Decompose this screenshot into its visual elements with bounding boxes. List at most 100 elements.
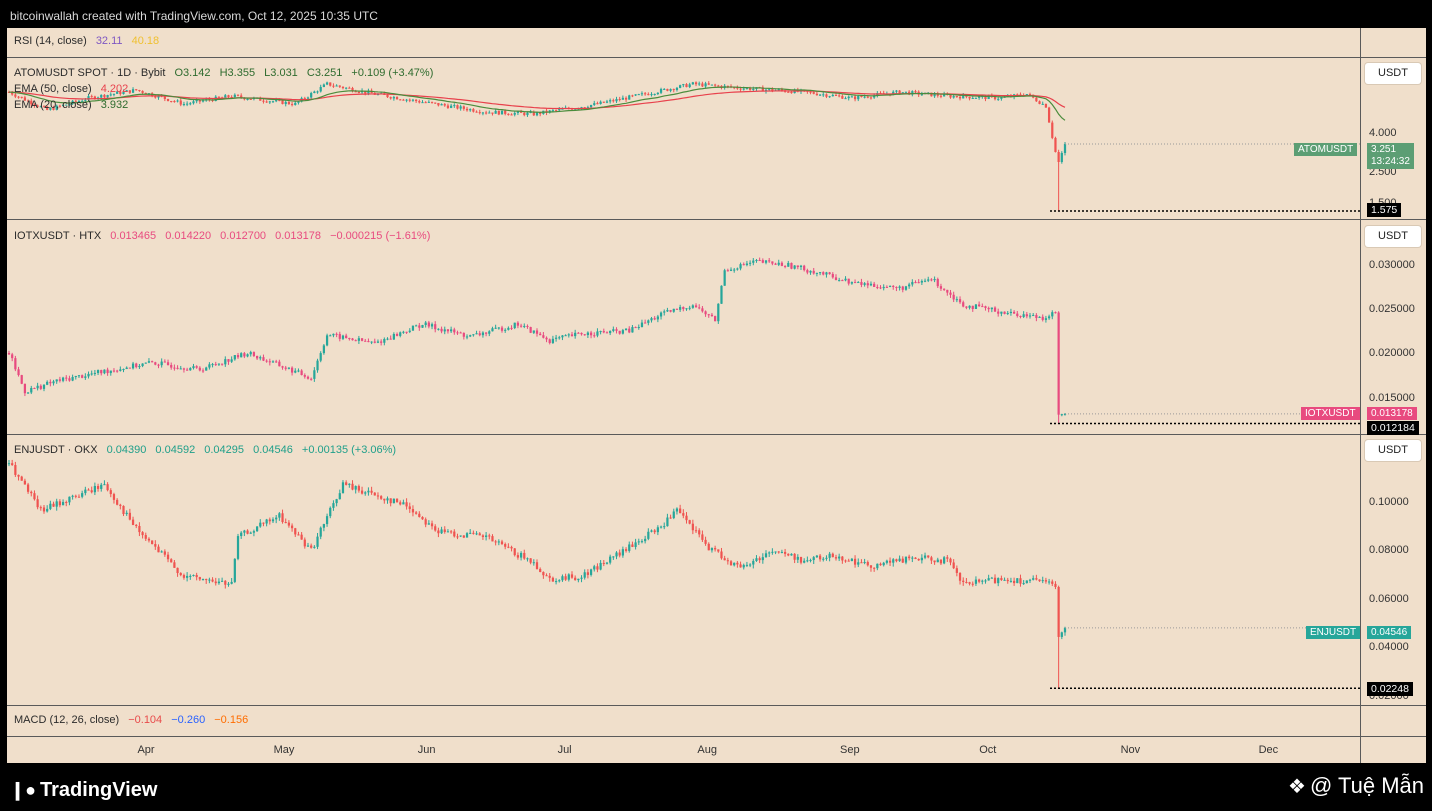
candle-body (52, 107, 55, 110)
enj-unit-button[interactable]: USDT (1365, 440, 1421, 461)
candle-body (828, 553, 831, 558)
candle-body (33, 493, 36, 500)
candle-body (618, 98, 621, 100)
rsi-legend[interactable]: RSI (14, close) 32.11 40.18 (14, 35, 165, 47)
candle-body (923, 280, 927, 282)
candle-body (685, 515, 688, 521)
candle-body (529, 558, 532, 563)
candle-body (357, 338, 360, 341)
candle-body (395, 498, 399, 503)
candle-body (322, 84, 326, 87)
candle-body (240, 95, 243, 98)
candle-body (211, 364, 214, 366)
atom-unit-button[interactable]: USDT (1365, 63, 1421, 84)
iotx-unit-button[interactable]: USDT (1365, 226, 1421, 247)
candle-body (647, 531, 650, 539)
candle-body (224, 95, 227, 98)
candle-body (615, 98, 618, 102)
candle-body (246, 354, 249, 357)
tradingview-logo-text: TradingView (39, 779, 158, 801)
candle-body (1063, 627, 1067, 633)
candle-body (380, 496, 383, 499)
iotx-legend[interactable]: IOTXUSDT · HTX 0.013465 0.014220 0.01270… (14, 230, 436, 242)
candle-body (971, 97, 974, 99)
candle-body (236, 94, 240, 96)
candle-body (768, 552, 771, 554)
candle-body (920, 557, 923, 561)
candle-body (723, 558, 726, 561)
candle-body (822, 558, 825, 560)
candle-body (284, 367, 287, 369)
separator-macd (7, 736, 1426, 737)
candle-body (170, 364, 173, 368)
candle-body (230, 96, 233, 98)
candle-body (74, 495, 77, 497)
candle-body (968, 305, 971, 308)
candle-body (90, 490, 93, 493)
tradingview-logo-icon: ❙● (10, 780, 36, 800)
candle-body (189, 103, 192, 105)
atom-legend[interactable]: ATOMUSDT SPOT · 1D · Bybit O3.142 H3.355… (14, 67, 439, 79)
ema20-legend[interactable]: EMA (20, close) 3.932 (14, 99, 134, 111)
candle-body (440, 104, 443, 106)
candle-body (332, 333, 335, 336)
candle-body (469, 109, 472, 111)
candle-body (380, 341, 383, 343)
candle-body (39, 507, 42, 509)
candle-body (720, 551, 723, 559)
iotx-price-tag: 0.013178 (1367, 407, 1417, 420)
candle-body (262, 100, 265, 102)
candle-body (17, 369, 20, 376)
candle-body (116, 370, 119, 372)
candle-body (392, 334, 395, 340)
macd-value-3: −0.156 (214, 714, 249, 726)
candle-body (462, 332, 465, 337)
candle-body (863, 562, 866, 564)
candle-body (523, 325, 526, 327)
candle-body (192, 575, 195, 577)
candle-body (529, 111, 532, 113)
enj-legend[interactable]: ENJUSDT · OKX 0.04390 0.04592 0.04295 0.… (14, 444, 402, 456)
candle-body (895, 559, 898, 562)
candle-body (322, 524, 326, 528)
candle-body (653, 93, 656, 95)
candle-body (450, 531, 453, 533)
candle-body (246, 530, 249, 534)
candle-body (949, 292, 952, 295)
candle-body (793, 553, 796, 560)
candle-body (370, 341, 373, 343)
ema50-legend[interactable]: EMA (50, close) 4.202 (14, 83, 134, 95)
candle-body (682, 513, 685, 516)
candle-body (186, 575, 189, 578)
candle-body (443, 329, 446, 332)
candle-body (748, 262, 752, 264)
candle-body (736, 87, 739, 89)
candle-body (997, 98, 1000, 100)
candle-body (170, 559, 173, 563)
tradingview-logo[interactable]: ❙● TradingView (10, 779, 157, 802)
candle-body (81, 375, 84, 378)
candle-body (265, 519, 268, 524)
candle-body (962, 302, 965, 307)
macd-legend[interactable]: MACD (12, 26, close) −0.104 −0.260 −0.15… (14, 714, 254, 726)
candle-body (144, 92, 147, 95)
candle-body (978, 579, 981, 582)
candle-body (1038, 101, 1041, 104)
candle-body (249, 532, 252, 534)
candle-body (838, 95, 841, 97)
candle-body (84, 376, 87, 378)
candle-body (618, 552, 621, 556)
candle-body (1060, 414, 1063, 416)
candle-body (787, 262, 790, 267)
candle-body (392, 498, 395, 504)
iotx-title: IOTXUSDT · HTX (14, 230, 102, 242)
rsi-label: RSI (14, close) (14, 35, 87, 47)
iotx-change: −0.000215 (−1.61%) (330, 230, 431, 242)
candle-body (742, 264, 745, 266)
candle-body (882, 286, 885, 289)
candle-body (341, 335, 345, 339)
candle-body (755, 260, 758, 262)
candle-body (497, 327, 500, 329)
y-tick-label: 0.06000 (1369, 593, 1409, 605)
candle-body (516, 111, 520, 113)
